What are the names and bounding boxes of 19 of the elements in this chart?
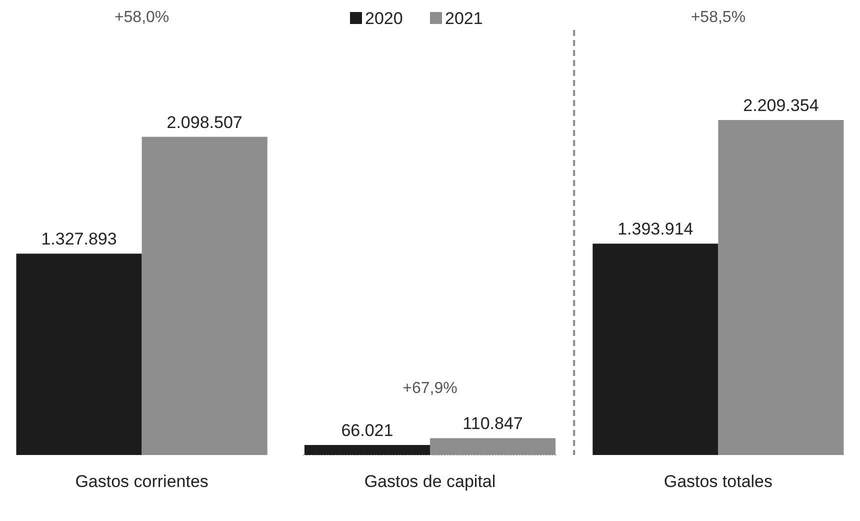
data-label: 2.209.354: [743, 96, 819, 115]
data-label: 1.327.893: [41, 230, 117, 249]
legend-label: 2020: [365, 9, 403, 28]
x-tick-label: Gastos totales: [664, 472, 773, 491]
legend-label: 2021: [445, 9, 483, 28]
x-tick-label: Gastos corrientes: [75, 472, 208, 491]
bar: [16, 254, 142, 455]
data-label: 66.021: [341, 420, 394, 440]
text: +58,5%: [690, 9, 746, 26]
annotation: +67,9%: [402, 380, 458, 398]
data-label: 2.098.507: [166, 112, 242, 132]
bar: [304, 444, 430, 455]
text: +58,0%: [114, 9, 170, 26]
data-label: 110.847: [462, 414, 523, 434]
x-tick-label: Gastos de capital: [364, 472, 496, 491]
data-label: 1.393.914: [618, 220, 694, 239]
bar: [718, 120, 844, 455]
bar: [142, 136, 268, 455]
bar: [592, 244, 718, 455]
